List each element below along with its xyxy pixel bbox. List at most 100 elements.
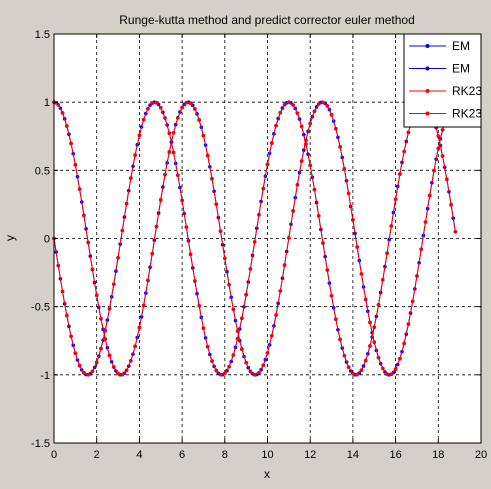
y-tick-label: -1: [40, 370, 50, 382]
chart-title: Runge-kutta method and predict corrector…: [119, 13, 415, 27]
legend-label: RK23: [452, 84, 482, 98]
data-point: [385, 251, 389, 255]
data-point: [380, 278, 385, 282]
data-point: [372, 340, 377, 344]
data-point: [240, 316, 244, 321]
x-tick-label: 14: [347, 449, 359, 461]
data-point: [227, 282, 231, 287]
legend-marker: [425, 89, 430, 93]
data-point: [274, 123, 278, 128]
data-point: [77, 187, 82, 191]
data-point: [210, 176, 214, 181]
legend-marker: [425, 44, 430, 48]
data-point: [359, 368, 364, 372]
x-tick-label: 16: [389, 449, 401, 461]
data-point: [321, 100, 325, 105]
data-point: [180, 105, 184, 110]
legend-label: EM: [452, 39, 470, 53]
data-point: [223, 256, 227, 261]
data-point: [393, 367, 398, 371]
data-point: [65, 124, 69, 128]
data-point: [120, 372, 125, 377]
data-point: [304, 138, 308, 143]
x-tick-label: 10: [261, 449, 273, 461]
data-point: [56, 103, 61, 107]
data-point: [342, 353, 347, 358]
data-point: [325, 268, 330, 272]
data-point: [197, 118, 201, 122]
data-point: [445, 177, 449, 182]
data-point: [163, 116, 167, 120]
data-point: [176, 115, 180, 120]
data-point: [440, 128, 445, 132]
data-point: [90, 369, 95, 374]
data-point: [107, 306, 112, 311]
data-point: [86, 240, 90, 245]
data-point: [69, 141, 73, 146]
data-point: [257, 370, 261, 375]
data-point: [316, 214, 321, 218]
data-point: [248, 267, 253, 271]
data-point: [265, 162, 270, 167]
data-point: [278, 289, 283, 293]
data-point: [154, 100, 159, 105]
data-point: [146, 278, 150, 283]
x-tick-label: 4: [136, 449, 142, 461]
legend-marker: [425, 111, 430, 116]
y-tick-label: 0: [44, 234, 50, 246]
data-point: [150, 251, 155, 256]
data-point: [385, 372, 389, 376]
data-point: [440, 154, 445, 158]
data-point: [423, 220, 428, 224]
data-point: [116, 371, 120, 376]
data-point: [94, 360, 99, 365]
data-point: [355, 245, 359, 249]
y-tick-label: 1.5: [35, 29, 50, 41]
data-point: [137, 133, 142, 138]
data-point: [398, 356, 402, 361]
y-axis-label: y: [3, 235, 17, 241]
data-point: [116, 255, 120, 260]
data-point: [167, 150, 172, 154]
data-point: [299, 124, 304, 129]
y-tick-label: -0.5: [31, 302, 50, 314]
data-point: [252, 372, 257, 377]
data-point: [299, 159, 304, 163]
data-point: [346, 191, 351, 196]
data-point: [312, 109, 317, 114]
data-point: [60, 111, 65, 115]
data-point: [342, 166, 347, 171]
data-point: [282, 102, 287, 107]
data-point: [133, 153, 137, 157]
data-point: [231, 307, 236, 312]
data-point: [278, 110, 283, 115]
data-point: [235, 329, 240, 333]
data-point: [231, 353, 236, 357]
legend-item: RK23: [409, 84, 482, 98]
data-point: [363, 297, 368, 302]
data-point: [197, 304, 201, 308]
data-point: [402, 341, 406, 346]
data-point: [389, 372, 394, 377]
legend-marker: [425, 66, 430, 71]
data-point: [376, 303, 381, 307]
data-point: [111, 365, 116, 369]
data-point: [171, 130, 176, 135]
tick-layer: 0 2 4 6 8 10 12 14 16 18 20 1.5 1 0.5 0 -0.5 -1 -1.5: [31, 29, 487, 461]
data-point: [372, 325, 377, 329]
data-point: [163, 172, 167, 177]
data-point: [205, 153, 210, 158]
x-tick-label: 0: [51, 449, 57, 461]
data-point: [346, 365, 351, 369]
data-point: [214, 368, 219, 373]
data-point: [244, 292, 248, 297]
data-point: [244, 360, 248, 365]
data-point: [133, 344, 137, 349]
data-point: [124, 201, 129, 206]
data-point: [261, 186, 266, 191]
data-point: [184, 225, 189, 229]
legend-box: [403, 33, 482, 128]
data-point: [193, 279, 197, 283]
data-point: [393, 197, 398, 202]
